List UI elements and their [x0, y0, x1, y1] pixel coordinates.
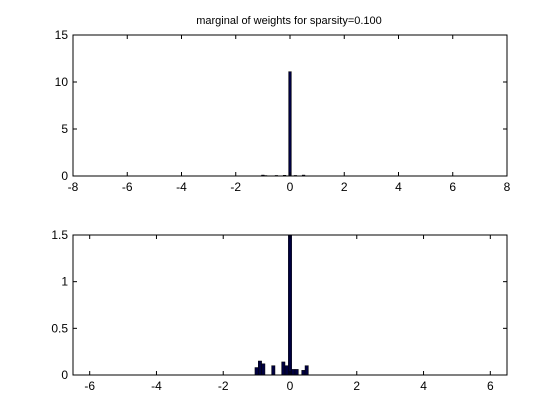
x-tick-label: -8: [68, 180, 79, 194]
y-tick-label: 0: [61, 368, 68, 382]
x-tick-label: -2: [218, 379, 229, 393]
x-tick-label: 6: [449, 180, 456, 194]
x-tick-label: 4: [420, 379, 427, 393]
x-tick-label: 2: [353, 379, 360, 393]
y-tick-label: 10: [55, 75, 69, 89]
histogram-bar: [301, 370, 306, 376]
x-tick-label: 0: [287, 180, 294, 194]
x-tick-label: 2: [341, 180, 348, 194]
bottom-histogram: -6 -4 -2 0 2 4 6 0 0.5 1 1.5: [51, 228, 508, 393]
top-histogram: -8 -6 -4 -2 0 2 4 6 8 0 5 10 15: [55, 28, 511, 194]
x-tick-label: -4: [176, 180, 187, 194]
x-tick-label: 4: [395, 180, 402, 194]
y-tick-label: 15: [55, 28, 69, 42]
x-tick-label: -2: [230, 180, 241, 194]
histogram-bar: [288, 71, 292, 177]
histogram-bar: [284, 365, 289, 376]
y-tick-label: 5: [61, 122, 68, 136]
y-tick-label: 1.5: [51, 228, 68, 242]
x-tick-label: 8: [504, 180, 511, 194]
x-tick-label: 0: [287, 379, 294, 393]
chart-title: marginal of weights for sparsity=0.100: [196, 15, 382, 27]
histogram-bar: [281, 361, 286, 376]
x-tick-label: -6: [122, 180, 133, 194]
histogram-bar: [254, 367, 259, 376]
y-tick-label: 0.5: [51, 321, 68, 335]
histogram-bar: [291, 369, 296, 376]
histogram-bar: [271, 365, 276, 376]
y-tick-label: 1: [61, 275, 68, 289]
x-tick-label: -6: [84, 379, 95, 393]
histogram-bar: [261, 363, 266, 376]
histogram-bar: [258, 360, 262, 376]
histogram-bar: [288, 234, 292, 376]
x-tick-label: 6: [487, 379, 494, 393]
x-tick-label: -4: [151, 379, 162, 393]
y-tick-label: 0: [61, 169, 68, 183]
histogram-bar: [304, 365, 309, 376]
histogram-bar: [294, 369, 299, 376]
